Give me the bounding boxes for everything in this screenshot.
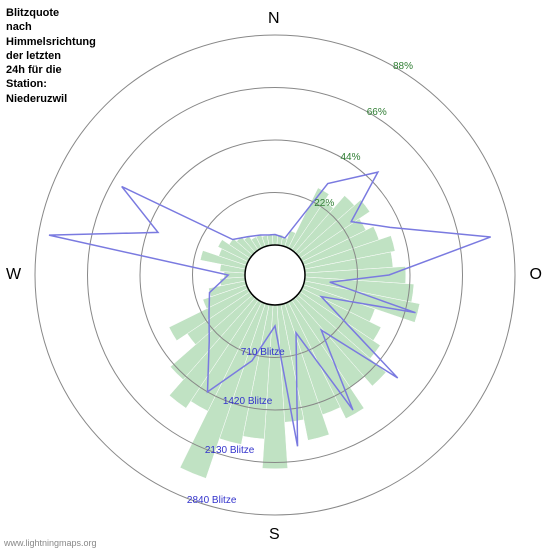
ring-count-2130: 2130 Blitze xyxy=(205,445,254,456)
attribution: www.lightningmaps.org xyxy=(4,538,97,548)
ring-count-710: 710 Blitze xyxy=(241,347,285,358)
ring-pct-22: 22% xyxy=(314,198,334,209)
compass-n: N xyxy=(268,10,280,28)
ring-pct-66: 66% xyxy=(367,107,387,118)
chart-title: Blitzquote nach Himmelsrichtung der letz… xyxy=(6,6,96,106)
compass-e: O xyxy=(530,266,542,284)
ring-pct-44: 44% xyxy=(341,152,361,163)
compass-s: S xyxy=(269,526,280,544)
ring-count-2840: 2840 Blitze xyxy=(187,495,236,506)
compass-w: W xyxy=(6,266,21,284)
ring-count-1420: 1420 Blitze xyxy=(223,396,272,407)
ring-pct-88: 88% xyxy=(393,61,413,72)
